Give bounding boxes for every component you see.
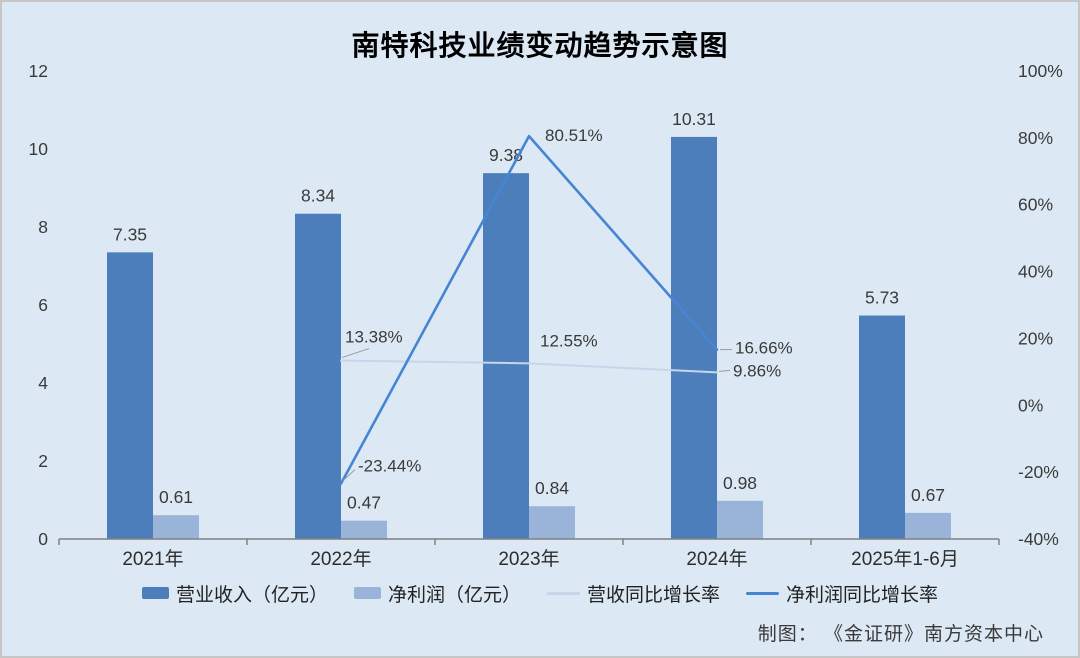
profit-bar-swatch-icon <box>353 587 381 599</box>
x-axis-category-label: 2025年1-6月 <box>851 548 959 570</box>
profit-growth-line <box>339 134 719 485</box>
left-axis-tick-label: 8 <box>38 217 48 237</box>
revenue-growth-line <box>340 359 718 374</box>
x-axis-category-label: 2021年 <box>122 548 183 570</box>
bar-value-label: 0.47 <box>347 493 381 513</box>
left-axis-tick-label: 2 <box>38 451 48 471</box>
legend-label-profit: 净利润（亿元） <box>387 584 521 606</box>
bar-revenue-2025年1-6月 <box>859 315 905 539</box>
bar-profit-2024年 <box>717 500 763 539</box>
bar-revenue-2023年 <box>483 173 529 539</box>
bar-profit-2022年 <box>341 520 387 539</box>
legend-item-revenue: 营业收入（亿元） <box>141 580 328 607</box>
line-point-label: -23.44% <box>358 457 421 476</box>
right-axis-tick-label: 60% <box>1018 195 1053 215</box>
bar-value-label: 9.38 <box>489 145 523 165</box>
left-axis-tick-label: 0 <box>38 529 48 549</box>
right-axis-tick-label: 80% <box>1018 128 1053 148</box>
x-axis-category-label: 2024年 <box>686 548 747 570</box>
revenue-growth-line-swatch-icon <box>547 591 580 595</box>
bar-value-label: 10.31 <box>672 109 716 129</box>
bar-revenue-2024年 <box>671 136 717 539</box>
legend-label-revenue: 营业收入（亿元） <box>175 584 328 606</box>
legend-item-revenue-growth: 营收同比增长率 <box>547 580 720 607</box>
bar-value-label: 0.98 <box>723 473 757 493</box>
legend-item-profit-growth: 净利润同比增长率 <box>746 580 938 607</box>
legend-label-revenue-growth: 营收同比增长率 <box>587 584 721 606</box>
legend-label-profit-growth: 净利润同比增长率 <box>786 584 939 606</box>
right-axis-tick-label: 40% <box>1018 262 1053 282</box>
left-axis-tick-label: 10 <box>29 139 49 159</box>
right-axis-tick-label: -20% <box>1018 462 1059 482</box>
bar-value-label: 7.35 <box>113 224 147 244</box>
label-leader-line <box>718 369 731 372</box>
left-axis-tick-label: 4 <box>38 373 48 393</box>
left-axis-tick-label: 6 <box>38 295 48 315</box>
right-axis-tick-label: 20% <box>1018 328 1053 348</box>
x-axis-category-label: 2023年 <box>498 548 559 570</box>
line-point-label: 12.55% <box>540 331 598 350</box>
label-leader-line <box>341 348 370 359</box>
chart-title: 南特科技业绩变动趋势示意图 <box>351 30 729 61</box>
revenue-bar-swatch-icon <box>141 587 169 599</box>
label-leader-line <box>342 469 356 482</box>
legend-item-profit: 净利润（亿元） <box>353 580 521 607</box>
bar-revenue-2022年 <box>295 213 341 540</box>
line-point-label: 16.66% <box>735 339 793 358</box>
bar-profit-2023年 <box>529 506 575 539</box>
bar-value-label: 8.34 <box>301 186 335 206</box>
right-axis-tick-label: 0% <box>1018 395 1043 415</box>
bar-value-label: 5.73 <box>865 288 899 308</box>
bar-value-label: 0.67 <box>911 485 945 505</box>
bar-profit-2025年1-6月 <box>905 512 951 539</box>
line-point-label: 80.51% <box>545 126 603 145</box>
line-point-label: 9.86% <box>733 361 781 380</box>
right-axis-tick-label: 100% <box>1018 61 1063 81</box>
x-axis-category-label: 2022年 <box>310 548 371 570</box>
bar-value-label: 0.84 <box>535 478 569 498</box>
bar-revenue-2021年 <box>107 252 153 539</box>
attribution: 制图： 《金证研》南方资本中心 <box>757 624 1044 645</box>
bar-profit-2021年 <box>153 515 199 539</box>
line-point-label: 13.38% <box>345 328 403 347</box>
chart-legend: 营业收入（亿元） 净利润（亿元） 营收同比增长率 净利润同比增长率 <box>2 578 1078 608</box>
right-axis-tick-label: -40% <box>1018 529 1059 549</box>
left-axis-tick-label: 12 <box>29 61 48 81</box>
profit-growth-line-swatch-icon <box>746 591 780 595</box>
bar-value-label: 0.61 <box>159 487 193 507</box>
